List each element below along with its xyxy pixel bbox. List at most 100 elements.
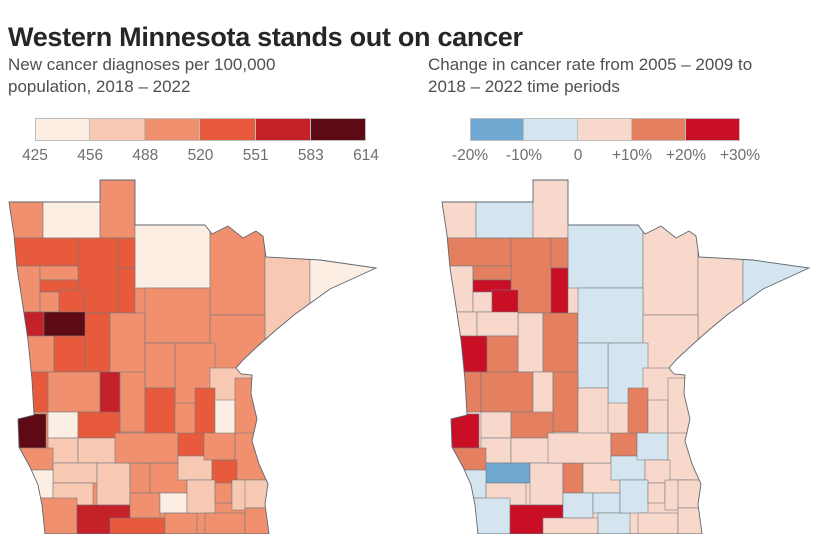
county-anoka xyxy=(211,459,238,484)
county-morrison xyxy=(577,387,609,437)
legend-swatch xyxy=(255,118,311,141)
county-todd xyxy=(552,371,579,433)
county-itasca xyxy=(577,287,644,344)
county-pine xyxy=(234,377,271,437)
county-meeker xyxy=(129,462,151,494)
county-norman xyxy=(446,311,478,337)
county-red-lake-nation xyxy=(550,267,569,314)
county-kanabec xyxy=(214,399,236,437)
county-carver xyxy=(159,492,188,514)
county-swift xyxy=(485,462,531,484)
legend-swatch xyxy=(90,118,146,141)
legend-tick-label: +10% xyxy=(611,147,653,164)
legend-tick-label: 0 xyxy=(573,147,583,164)
county-benton xyxy=(610,432,638,457)
legend-swatch xyxy=(578,118,632,141)
county-pope xyxy=(77,437,121,464)
county-sibley xyxy=(542,517,599,534)
county-clay xyxy=(13,335,55,373)
county-clearwater-north xyxy=(472,291,493,313)
county-stearns xyxy=(547,432,612,464)
county-itasca xyxy=(144,287,211,344)
county-polk xyxy=(442,265,474,313)
legend-swatch xyxy=(200,118,256,141)
county-benton xyxy=(177,432,205,457)
legend-tick-label: -20% xyxy=(451,147,489,164)
legend-swatch xyxy=(524,118,578,141)
county-mahnomen xyxy=(476,311,519,337)
minnesota-state-outline xyxy=(8,179,378,534)
county-norman xyxy=(13,311,45,337)
county-roseau xyxy=(475,201,534,239)
legend-swatch xyxy=(35,118,91,141)
county-cook xyxy=(309,257,376,324)
subtitle-diagnoses: New cancer diagnoses per 100,000 populat… xyxy=(8,55,276,97)
county-lake xyxy=(264,252,311,374)
county-kandiyohi xyxy=(96,462,131,506)
county-anoka xyxy=(644,459,671,484)
county-koochiching xyxy=(134,224,211,289)
legend-tick-label: 520 xyxy=(187,147,214,164)
legend-tick-label: -10% xyxy=(505,147,543,164)
county-hubbard xyxy=(84,312,111,373)
subtitle-change: Change in cancer rate from 2005 – 2009 t… xyxy=(428,55,753,97)
county-lac-qui-parle xyxy=(24,469,54,499)
county-lake-of-the-woods xyxy=(99,180,136,239)
county-beltrami-east xyxy=(117,237,136,269)
county-isanti xyxy=(636,432,669,461)
county-chisago xyxy=(234,432,268,481)
county-kanabec xyxy=(647,399,669,437)
county-lake-of-the-woods xyxy=(532,180,569,239)
county-scott xyxy=(597,512,631,534)
legend-tick-label: 488 xyxy=(132,147,159,164)
county-crow-wing xyxy=(144,342,176,389)
legend-tick-label: +30% xyxy=(719,147,761,164)
county-hennepin xyxy=(186,479,216,514)
legend-tick-label: 614 xyxy=(353,147,379,164)
legend-swatch xyxy=(470,118,524,141)
county-polk xyxy=(9,265,41,313)
page-title: Western Minnesota stands out on cancer xyxy=(8,22,523,53)
legend-tick-label: 425 xyxy=(22,147,48,164)
county-wilkin xyxy=(21,371,49,413)
county-marshall xyxy=(442,237,512,267)
county-cook xyxy=(742,257,809,324)
legend-tick-label: 583 xyxy=(297,147,324,164)
county-mille-lacs xyxy=(194,387,216,437)
county-crow-wing xyxy=(577,342,609,389)
county-wilkin xyxy=(454,371,482,413)
county-kittson xyxy=(442,201,477,239)
county-koochiching xyxy=(567,224,644,289)
county-big-stone xyxy=(18,447,54,471)
county-traverse xyxy=(15,413,47,449)
legend-swatch xyxy=(145,118,201,141)
county-big-stone xyxy=(451,447,487,471)
county-roseau xyxy=(42,201,101,239)
county-marshall xyxy=(9,237,79,267)
county-otter-tail xyxy=(480,371,534,413)
county-hubbard xyxy=(517,312,544,373)
county-mcleod xyxy=(562,492,594,519)
county-todd xyxy=(119,371,146,433)
county-pennington xyxy=(472,265,512,281)
county-carver xyxy=(592,492,621,514)
county-pennington xyxy=(39,265,79,281)
legend-color-scale-diagnoses xyxy=(35,118,366,141)
county-grant xyxy=(47,411,79,439)
county-traverse xyxy=(448,413,480,449)
county-scott xyxy=(164,512,198,534)
county-beltrami-east xyxy=(550,237,569,269)
county-pope xyxy=(510,437,554,464)
county-clearwater-north xyxy=(39,291,60,313)
county-pine xyxy=(667,377,704,437)
county-mcleod xyxy=(129,492,161,519)
county-douglas xyxy=(510,411,554,439)
choropleth-map-change xyxy=(433,178,825,534)
county-red-lake-nation xyxy=(117,267,136,314)
legend-swatch xyxy=(686,118,740,141)
legend-tick-label: 551 xyxy=(242,147,269,164)
county-wadena xyxy=(99,371,121,418)
county-yellow-medicine xyxy=(29,497,78,534)
county-meeker xyxy=(562,462,584,494)
